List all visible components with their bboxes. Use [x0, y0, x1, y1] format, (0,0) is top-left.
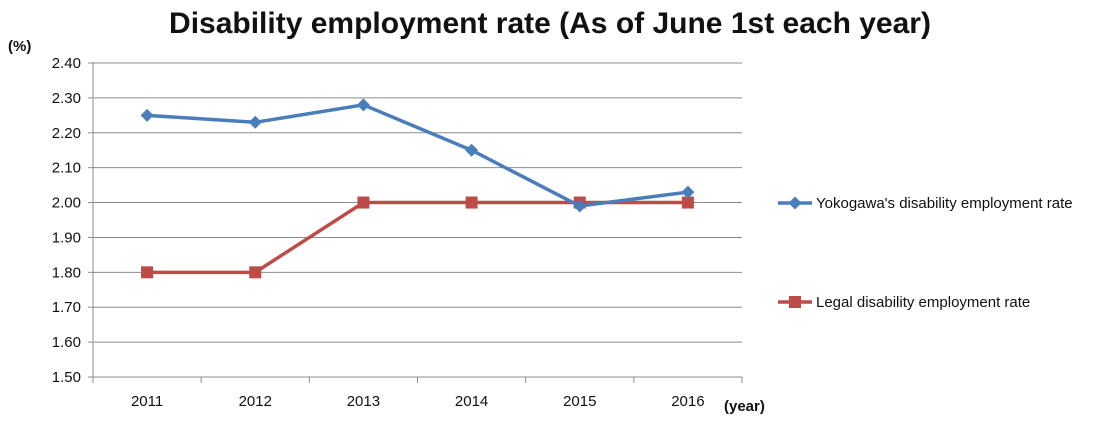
data-point — [466, 197, 478, 209]
data-point — [357, 98, 370, 111]
x-tick-label: 2014 — [455, 393, 488, 410]
data-point — [465, 144, 478, 157]
y-tick-label: 2.10 — [52, 160, 81, 177]
legend-item: Legal disability employment rate — [778, 294, 1030, 311]
data-point — [141, 266, 153, 278]
legend: Yokogawa's disability employment rate Leg… — [778, 195, 1073, 311]
data-point — [141, 109, 154, 122]
series-lines — [141, 98, 695, 278]
x-axis-unit-label: (year) — [724, 398, 765, 415]
x-tick-label: 2012 — [239, 393, 272, 410]
y-tick-label: 2.20 — [52, 125, 81, 142]
series-line — [147, 105, 688, 206]
legend-marker — [789, 197, 802, 210]
legend-item: Yokogawa's disability employment rate — [778, 195, 1073, 212]
legend-label: Legal disability employment rate — [816, 294, 1030, 311]
axes — [88, 63, 742, 383]
y-tick-label: 2.00 — [52, 195, 81, 212]
y-tick-labels: 1.50 1.60 1.70 1.80 1.90 2.00 2.10 2.20 2.30 2.40 — [52, 55, 81, 386]
series-yokogawa — [141, 98, 695, 212]
data-point — [249, 116, 262, 129]
data-point — [249, 266, 261, 278]
legend-marker — [789, 296, 801, 308]
y-tick-label: 2.40 — [52, 55, 81, 72]
chart-title: Disability employment rate (As of June 1… — [169, 7, 931, 40]
x-tick-label: 2016 — [671, 393, 704, 410]
x-tick-label: 2011 — [131, 393, 163, 410]
y-tick-label: 1.60 — [52, 334, 81, 351]
y-tick-label: 1.80 — [52, 264, 81, 281]
x-tick-label: 2015 — [563, 393, 596, 410]
x-tick-labels: 2011 2012 2013 2014 2015 2016 — [131, 393, 705, 410]
y-tick-label: 1.70 — [52, 299, 81, 316]
y-tick-label: 1.50 — [52, 369, 81, 386]
legend-label: Yokogawa's disability employment rate — [816, 195, 1073, 212]
y-tick-label: 1.90 — [52, 229, 81, 246]
y-tick-label: 2.30 — [52, 90, 81, 107]
y-axis-unit-label: (%) — [8, 38, 31, 55]
x-tick-label: 2013 — [347, 393, 380, 410]
data-point — [357, 197, 369, 209]
